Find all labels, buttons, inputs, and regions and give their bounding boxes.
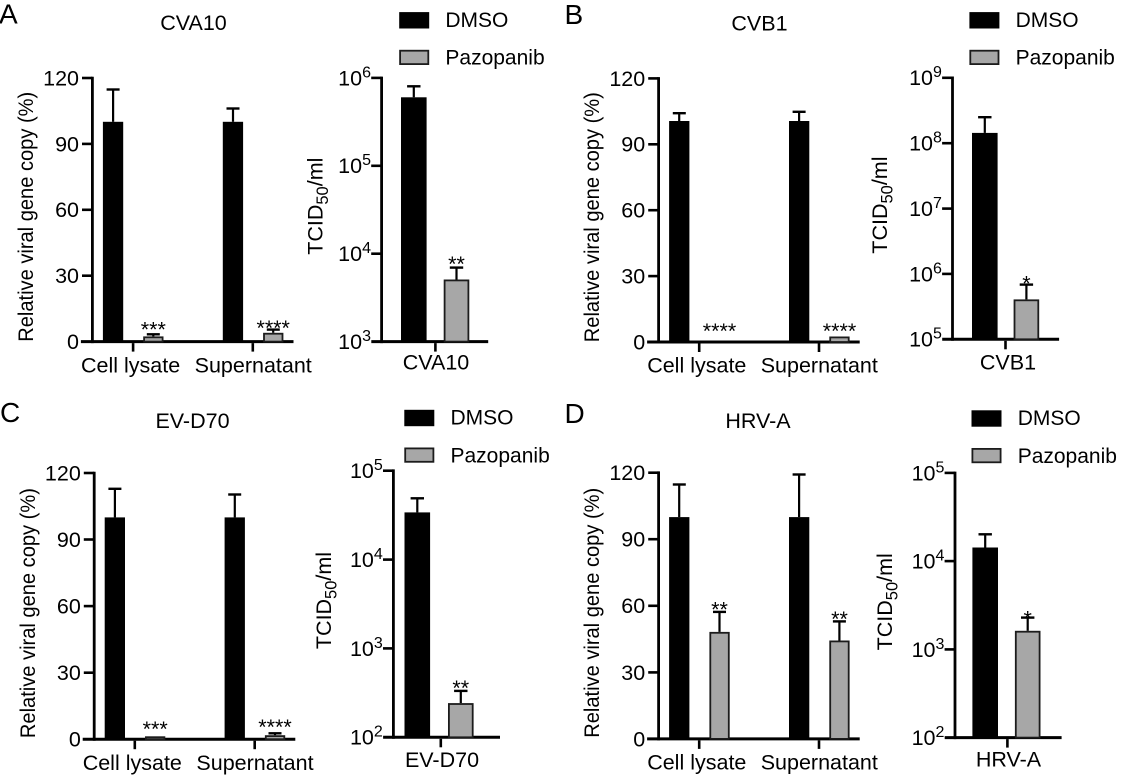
svg-text:DMSO: DMSO: [445, 9, 508, 32]
svg-text:DMSO: DMSO: [451, 407, 514, 430]
svg-text:CVB1: CVB1: [980, 350, 1036, 374]
svg-text:Cell lysate: Cell lysate: [81, 353, 180, 377]
svg-text:*: *: [1022, 271, 1031, 295]
svg-text:TCID50/ml: TCID50/ml: [312, 552, 341, 649]
svg-text:Pazopanib: Pazopanib: [445, 47, 544, 70]
svg-text:****: ****: [703, 319, 737, 343]
svg-text:Relative viral gene copy (%): Relative viral gene copy (%): [580, 488, 604, 738]
svg-text:DMSO: DMSO: [1016, 9, 1079, 32]
svg-text:90: 90: [55, 132, 79, 156]
svg-text:120: 120: [45, 461, 81, 485]
svg-text:Relative viral gene copy (%): Relative viral gene copy (%): [16, 488, 40, 738]
svg-text:TCID50/ml: TCID50/ml: [873, 553, 902, 650]
svg-text:Supernatant: Supernatant: [196, 751, 313, 775]
svg-text:**: **: [711, 598, 728, 622]
svg-text:**: **: [452, 676, 469, 700]
svg-text:**: **: [831, 607, 848, 631]
svg-text:****: ****: [258, 715, 292, 739]
svg-text:60: 60: [55, 198, 79, 222]
svg-text:EV-D70: EV-D70: [155, 409, 229, 433]
svg-text:HRV-A: HRV-A: [976, 748, 1042, 772]
svg-text:HRV-A: HRV-A: [725, 409, 791, 433]
svg-text:A: A: [0, 0, 18, 29]
svg-text:0: 0: [633, 727, 645, 751]
svg-text:Pazopanib: Pazopanib: [1016, 47, 1115, 70]
svg-text:****: ****: [823, 319, 857, 343]
svg-text:**: **: [448, 252, 465, 276]
svg-text:CVA10: CVA10: [160, 11, 227, 35]
svg-text:Supernatant: Supernatant: [761, 751, 878, 775]
svg-text:Supernatant: Supernatant: [195, 353, 312, 377]
svg-text:Supernatant: Supernatant: [761, 354, 878, 378]
svg-text:102: 102: [912, 724, 945, 750]
svg-text:90: 90: [621, 133, 645, 157]
svg-text:120: 120: [43, 66, 79, 90]
svg-text:EV-D70: EV-D70: [405, 748, 479, 772]
svg-text:***: ***: [143, 717, 169, 741]
svg-text:Relative viral gene copy (%): Relative viral gene copy (%): [14, 92, 38, 342]
svg-text:0: 0: [67, 330, 79, 354]
svg-text:30: 30: [621, 661, 645, 685]
svg-text:***: ***: [141, 317, 167, 341]
svg-text:CVB1: CVB1: [731, 12, 787, 36]
svg-text:Pazopanib: Pazopanib: [1018, 445, 1117, 468]
svg-text:Relative viral gene copy (%): Relative viral gene copy (%): [580, 92, 604, 342]
svg-text:CVA10: CVA10: [403, 350, 470, 374]
svg-text:0: 0: [69, 728, 81, 752]
svg-text:TCID50/ml: TCID50/ml: [304, 158, 333, 255]
svg-text:DMSO: DMSO: [1018, 407, 1081, 430]
svg-text:120: 120: [609, 67, 645, 91]
svg-text:90: 90: [57, 528, 81, 552]
svg-text:0: 0: [633, 330, 645, 354]
svg-text:103: 103: [338, 328, 371, 354]
svg-text:30: 30: [57, 661, 81, 685]
svg-text:60: 60: [621, 594, 645, 618]
svg-text:Pazopanib: Pazopanib: [451, 444, 550, 467]
svg-text:*: *: [1024, 606, 1033, 630]
svg-text:30: 30: [621, 265, 645, 289]
svg-text:30: 30: [55, 264, 79, 288]
svg-text:D: D: [565, 398, 585, 429]
svg-text:B: B: [565, 0, 584, 30]
svg-text:Cell lysate: Cell lysate: [647, 751, 746, 775]
svg-text:****: ****: [256, 316, 290, 340]
svg-text:Cell lysate: Cell lysate: [647, 354, 746, 378]
svg-text:105: 105: [909, 326, 942, 352]
svg-text:90: 90: [621, 528, 645, 552]
svg-text:120: 120: [609, 461, 645, 485]
svg-text:Cell lysate: Cell lysate: [83, 751, 182, 775]
svg-text:60: 60: [57, 595, 81, 619]
svg-text:60: 60: [621, 199, 645, 223]
svg-text:TCID50/ml: TCID50/ml: [868, 156, 897, 253]
svg-text:C: C: [0, 397, 20, 428]
